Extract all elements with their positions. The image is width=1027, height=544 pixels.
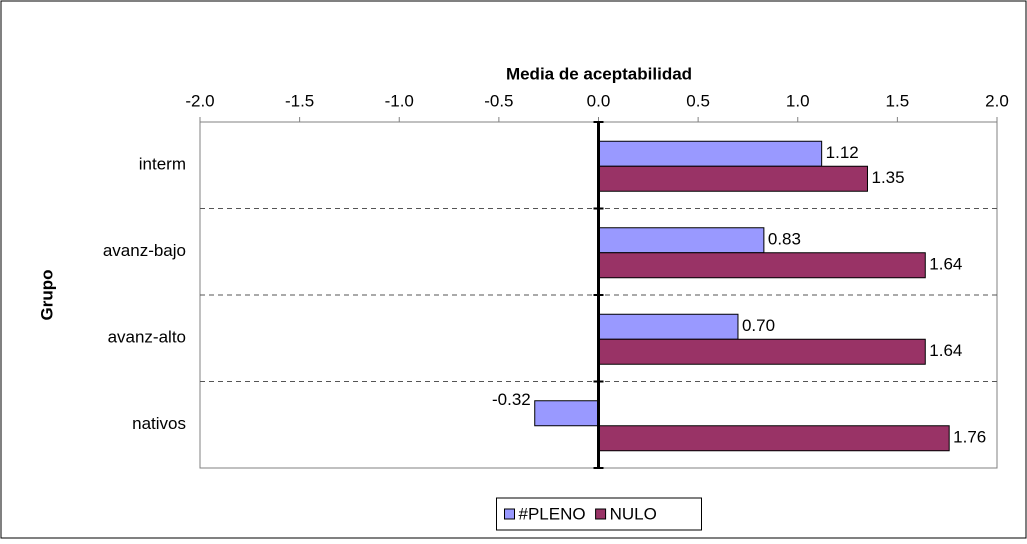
x-tick-label: -1.5 — [285, 91, 314, 110]
x-tick-label: 0.0 — [587, 91, 611, 110]
y-tick-label: avanz-bajo — [103, 241, 186, 260]
y-axis-title: Grupo — [37, 270, 56, 321]
data-label: 0.70 — [742, 316, 775, 335]
chart-title: Media de aceptabilidad — [506, 64, 692, 83]
data-label: 1.64 — [929, 341, 962, 360]
legend-swatch — [504, 508, 515, 520]
y-tick-label: interm — [139, 155, 186, 174]
legend-label: #PLENO — [519, 504, 586, 523]
x-tick-label: 1.5 — [886, 91, 910, 110]
y-tick-label: avanz-alto — [108, 328, 186, 347]
data-label: 1.76 — [953, 428, 986, 447]
data-label: 1.64 — [929, 255, 962, 274]
bar — [598, 313, 739, 340]
bar — [598, 252, 926, 279]
x-tick-label: 1.0 — [786, 91, 810, 110]
data-label: 1.12 — [826, 143, 859, 162]
x-tick-label: -2.0 — [185, 91, 214, 110]
bar — [598, 425, 950, 452]
data-label: 1.35 — [871, 168, 904, 187]
data-label: -0.32 — [492, 390, 531, 409]
legend-swatch — [595, 508, 607, 520]
bar — [598, 227, 765, 254]
x-tick-label: -0.5 — [484, 91, 513, 110]
bar — [598, 140, 823, 167]
bar — [598, 338, 926, 365]
y-tick-label: nativos — [132, 414, 186, 433]
x-tick-label: -1.0 — [385, 91, 414, 110]
bar — [598, 165, 868, 192]
legend-label: NULO — [610, 504, 657, 523]
x-tick-label: 0.5 — [686, 91, 710, 110]
bar — [534, 400, 599, 427]
x-tick-label: 2.0 — [985, 91, 1009, 110]
data-label: 0.83 — [768, 230, 801, 249]
